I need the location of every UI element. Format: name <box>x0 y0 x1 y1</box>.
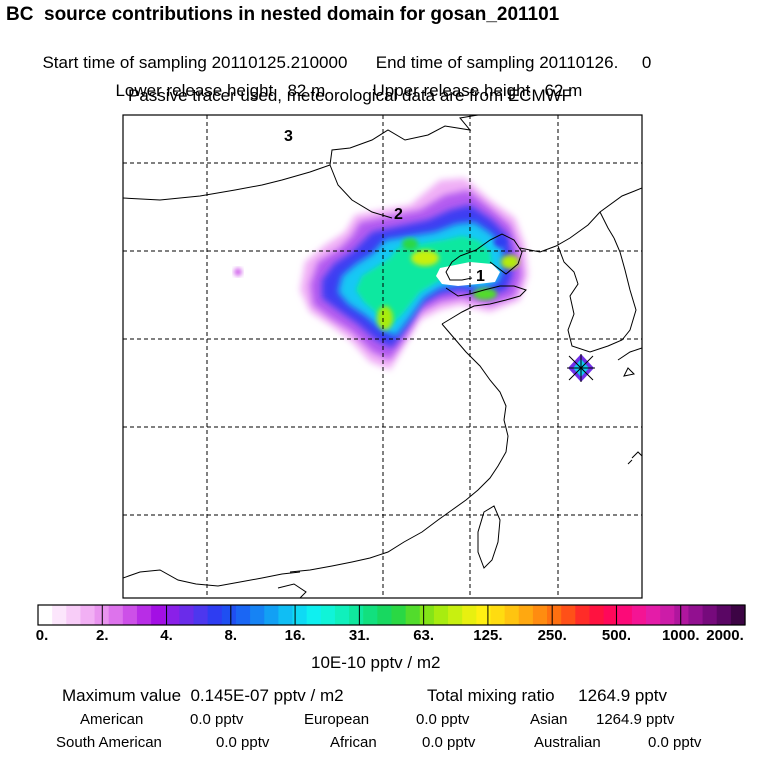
colorbar-cell <box>363 605 378 625</box>
colorbar-ticks <box>101 605 682 625</box>
colorbar-cell <box>589 605 605 625</box>
colorbar-cell <box>108 605 124 625</box>
colorbar-cell <box>476 605 492 625</box>
colorbar-tick-label: 250. <box>537 627 567 644</box>
start-time-label: Start time of sampling 20110125.210000 <box>42 53 348 72</box>
colorbar-cell <box>221 605 237 625</box>
colorbar-cell <box>575 605 591 625</box>
colorbar-cell <box>547 605 562 625</box>
region-value-australian: 0.0 pptv <box>648 734 702 751</box>
map-panel <box>123 115 642 598</box>
colorbar-frame <box>37 604 746 626</box>
plot-title: BC source contributions in nested domain… <box>6 4 560 25</box>
colorbar-cell <box>462 605 477 625</box>
region-value-african: 0.0 pptv <box>422 734 476 751</box>
colorbar-cell <box>617 605 633 625</box>
colorbar-cell <box>349 605 364 625</box>
coastlines <box>123 115 642 598</box>
colorbar-tick-label: 1000. <box>661 627 700 644</box>
colorbar-cell <box>122 605 138 625</box>
colorbar-cell <box>448 605 463 625</box>
total-mixing-ratio: Total mixing ratio 1264.9 pptv <box>427 686 668 705</box>
position-marker-2: 2 <box>394 206 403 223</box>
colorbar-cell <box>561 605 576 625</box>
sampling-times: Start time of sampling 20110125.210000 E… <box>33 33 651 73</box>
colorbar-units: 10E-10 pptv / m2 <box>311 653 441 672</box>
colorbar-cell <box>532 605 548 625</box>
position-marker-3: 3 <box>284 128 293 145</box>
colorbar-tick-label: 500. <box>601 627 632 644</box>
colorbar-tick-label: 16. <box>284 627 306 644</box>
release-heights: Lower release height 82 m Upper release … <box>106 61 582 101</box>
concentration-plume <box>234 178 528 370</box>
star-marker-icon <box>567 354 595 382</box>
colorbar-cell <box>207 605 223 625</box>
colorbar-cell <box>165 605 180 625</box>
region-value-asian: 1264.9 pptv <box>596 711 675 728</box>
colorbar-cell <box>193 605 209 625</box>
colorbar-cell <box>419 605 435 625</box>
colorbar-cell <box>80 605 96 625</box>
colorbar-cell <box>334 605 350 625</box>
colorbar-cell <box>391 605 407 625</box>
colorbar-cell <box>688 605 704 625</box>
region-value-american: 0.0 pptv <box>190 711 244 728</box>
colorbar-cell <box>730 605 746 625</box>
position-marker-1: 1 <box>476 268 485 285</box>
region-value-european: 0.0 pptv <box>416 711 470 728</box>
region-name-asian: Asian <box>530 711 568 728</box>
tracer-note: Passive tracer used, meteorological data… <box>128 86 573 105</box>
region-name-american: American <box>80 711 144 728</box>
colorbar-cell <box>490 605 506 625</box>
lower-release-label: Lower release height 82 m <box>115 81 326 100</box>
colorbar-cell <box>377 605 393 625</box>
colorbar-cell <box>433 605 449 625</box>
colorbar-cell <box>136 605 152 625</box>
colorbar-tick-label: 4. <box>160 627 173 644</box>
region-name-south-american: South American <box>56 734 162 751</box>
colorbar-cell <box>278 605 294 625</box>
region-value-south-american: 0.0 pptv <box>216 734 270 751</box>
colorbar-tick-label: 2. <box>96 627 109 644</box>
colorbar-cell <box>179 605 195 625</box>
upper-release-label: Upper release height 62 m <box>372 81 583 100</box>
colorbar-tick-label: 0. <box>35 627 49 644</box>
lat-lon-grid <box>123 115 642 598</box>
colorbar <box>38 605 746 625</box>
colorbar-cell <box>250 605 265 625</box>
colorbar-tick-label: 2000. <box>706 627 744 644</box>
colorbar-cell <box>646 605 661 625</box>
colorbar-cell <box>405 605 421 625</box>
colorbar-cell <box>306 605 322 625</box>
colorbar-cell <box>235 605 251 625</box>
colorbar-cell <box>660 605 675 625</box>
colorbar-cell <box>292 605 308 625</box>
colorbar-cell <box>52 605 67 625</box>
colorbar-cell <box>264 605 279 625</box>
colorbar-cell <box>66 605 82 625</box>
colorbar-tick-label: 125. <box>473 627 503 644</box>
end-time-label: End time of sampling 20110126. 0 <box>375 53 652 72</box>
colorbar-cell <box>674 605 690 625</box>
maximum-value: Maximum value 0.145E-07 pptv / m2 <box>62 686 344 705</box>
colorbar-cell <box>518 605 534 625</box>
colorbar-cell <box>716 605 732 625</box>
colorbar-cell <box>702 605 718 625</box>
colorbar-cell <box>151 605 166 625</box>
colorbar-cell <box>38 605 53 625</box>
map-frame <box>122 114 643 599</box>
colorbar-cell <box>603 605 619 625</box>
colorbar-tick-label: 63. <box>413 627 435 644</box>
region-name-european: European <box>304 711 370 728</box>
colorbar-tick-label: 31. <box>348 627 370 644</box>
colorbar-cell <box>504 605 520 625</box>
colorbar-cell <box>631 605 647 625</box>
region-name-african: African <box>330 734 377 751</box>
colorbar-tick-label: 8. <box>224 627 238 644</box>
region-name-australian: Australian <box>534 734 601 751</box>
colorbar-cell <box>320 605 336 625</box>
